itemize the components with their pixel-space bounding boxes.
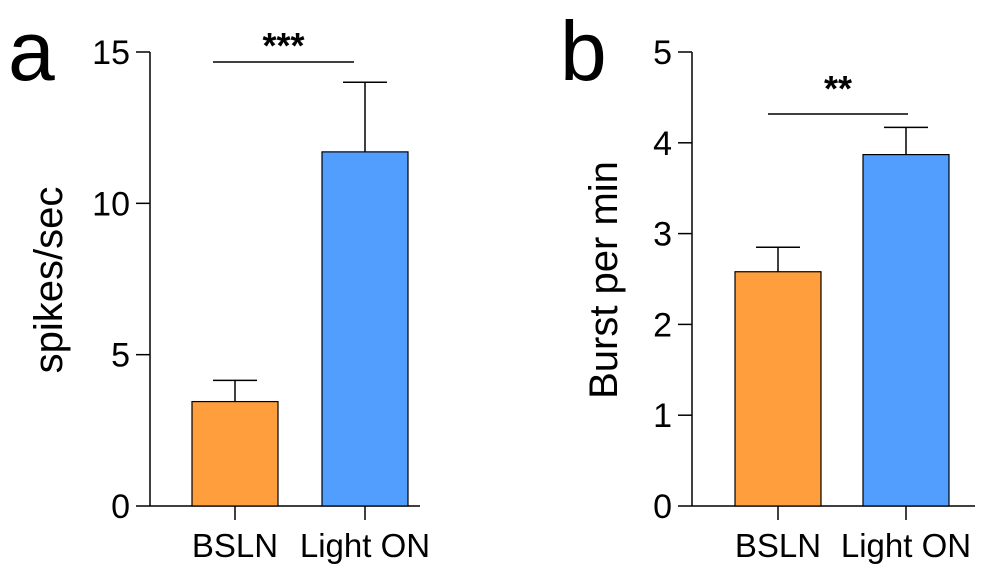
panel-a: a spikes/sec 0 5 10 15 BSLN Light ON *** xyxy=(8,4,430,564)
panel-a-y-tick-label: 10 xyxy=(92,185,130,223)
panel-a-y-axis-title: spikes/sec xyxy=(27,187,71,374)
panel-b-y-tick-label: 4 xyxy=(653,125,672,163)
panel-a-y-tick-label: 5 xyxy=(111,337,130,375)
panel-b-y-tick-label: 3 xyxy=(653,216,672,254)
panel-a-category-label: Light ON xyxy=(300,527,430,564)
panel-a-significance-label: *** xyxy=(262,25,304,66)
panel-b-y-axis-title: Burst per min xyxy=(582,161,626,399)
panel-a-letter: a xyxy=(8,4,55,98)
panel-b: b Burst per min 0 1 2 3 4 5 BSLN Light ON ** xyxy=(560,4,975,564)
panel-b-bar-light-on xyxy=(862,154,950,507)
panel-b-y-tick-label: 2 xyxy=(653,306,672,344)
panel-b-marks: 0 1 2 3 4 5 BSLN Light ON ** xyxy=(653,34,975,564)
panel-a-y-tick-label: 15 xyxy=(92,34,130,72)
panel-b-category-label: BSLN xyxy=(735,527,821,564)
panel-a-category-label: BSLN xyxy=(192,527,278,564)
panel-b-y-tick-label: 1 xyxy=(653,397,672,435)
panel-a-bar-bsln xyxy=(191,400,279,507)
panel-a-bar-light-on xyxy=(321,151,409,507)
panel-a-y-tick-label: 0 xyxy=(111,488,130,526)
panel-b-significance-label: ** xyxy=(824,68,852,109)
panel-b-y-tick-label: 0 xyxy=(653,488,672,526)
panel-b-letter: b xyxy=(560,4,607,98)
panel-b-y-tick-label: 5 xyxy=(653,34,672,72)
panel-b-bar-bsln xyxy=(734,271,822,507)
panel-b-category-label: Light ON xyxy=(841,527,971,564)
panel-a-marks: 0 5 10 15 BSLN Light ON *** xyxy=(92,25,430,564)
